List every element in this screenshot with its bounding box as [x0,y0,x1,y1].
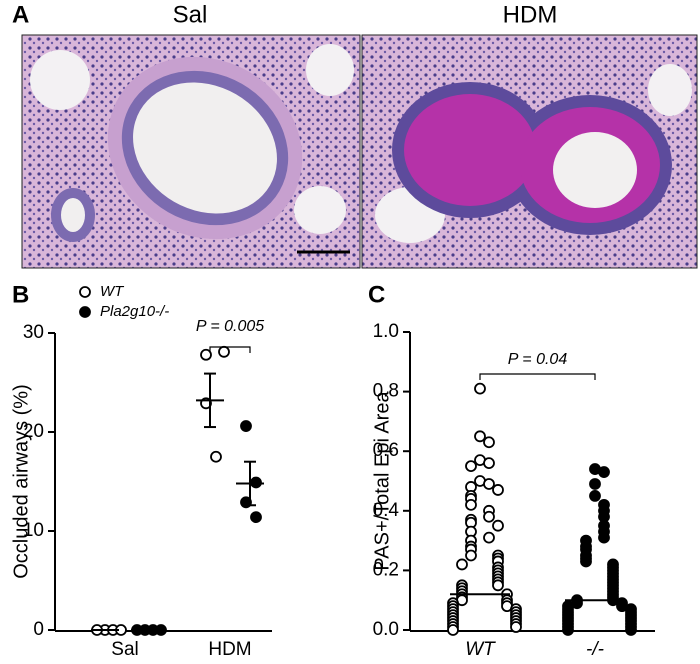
point [492,484,504,496]
x-tick-label: WT [465,639,496,660]
point [456,558,468,571]
panel-label: B [12,281,29,308]
bracket [479,373,596,380]
annotation: P = 0.04 [508,351,568,368]
annotation: P = 0.005 [196,318,264,335]
y-tick-label: 30 [23,322,44,343]
point [465,549,477,562]
legend-marker [79,286,91,298]
histology-sal [21,34,361,269]
x-tick-label: -/- [586,639,604,660]
x-tick-label: Sal [111,639,138,660]
point [483,531,495,544]
y-tick-label: 0 [33,619,44,640]
panel-label: C [368,281,385,308]
y-tick-label: 20 [23,421,44,442]
point [465,460,477,473]
y-tick-label: 0.8 [373,381,399,402]
point [598,466,610,478]
point [562,624,574,636]
y-tick-label: 0.0 [373,619,399,640]
dot [218,345,230,358]
dot [240,420,252,432]
point [483,510,495,523]
bracket [209,346,251,353]
point [492,519,504,532]
point [492,579,504,592]
point [474,382,486,395]
x-tick-label: HDM [208,639,251,660]
point [483,457,495,470]
y-tick-label: 0.2 [373,559,399,580]
dot [250,511,262,524]
image-title: Sal [173,1,208,28]
point [580,555,592,568]
y-tick-label: 0.4 [373,500,400,521]
y-axis-label: PAS+/Total Epi Area [371,391,393,571]
point [474,430,486,443]
legend-label: Pla2g10-/- [100,303,169,320]
legend-label: WT [100,283,125,300]
point [447,624,459,636]
point [589,478,601,490]
point [510,621,522,633]
point [483,436,495,449]
image-title: HDM [503,1,558,28]
point [589,489,601,502]
point [625,624,637,636]
point [465,498,477,511]
panel-label: A [12,1,29,28]
dot [200,348,212,361]
y-tick-label: 1.0 [373,321,399,342]
dot [210,450,222,463]
histology-hdm [361,34,698,269]
legend-marker [79,306,91,318]
point [483,478,495,490]
point [598,531,610,544]
y-tick-label: 0.6 [373,440,399,461]
y-axis-label: Occluded airways (%) [10,384,32,579]
y-tick-label: 10 [23,520,44,541]
